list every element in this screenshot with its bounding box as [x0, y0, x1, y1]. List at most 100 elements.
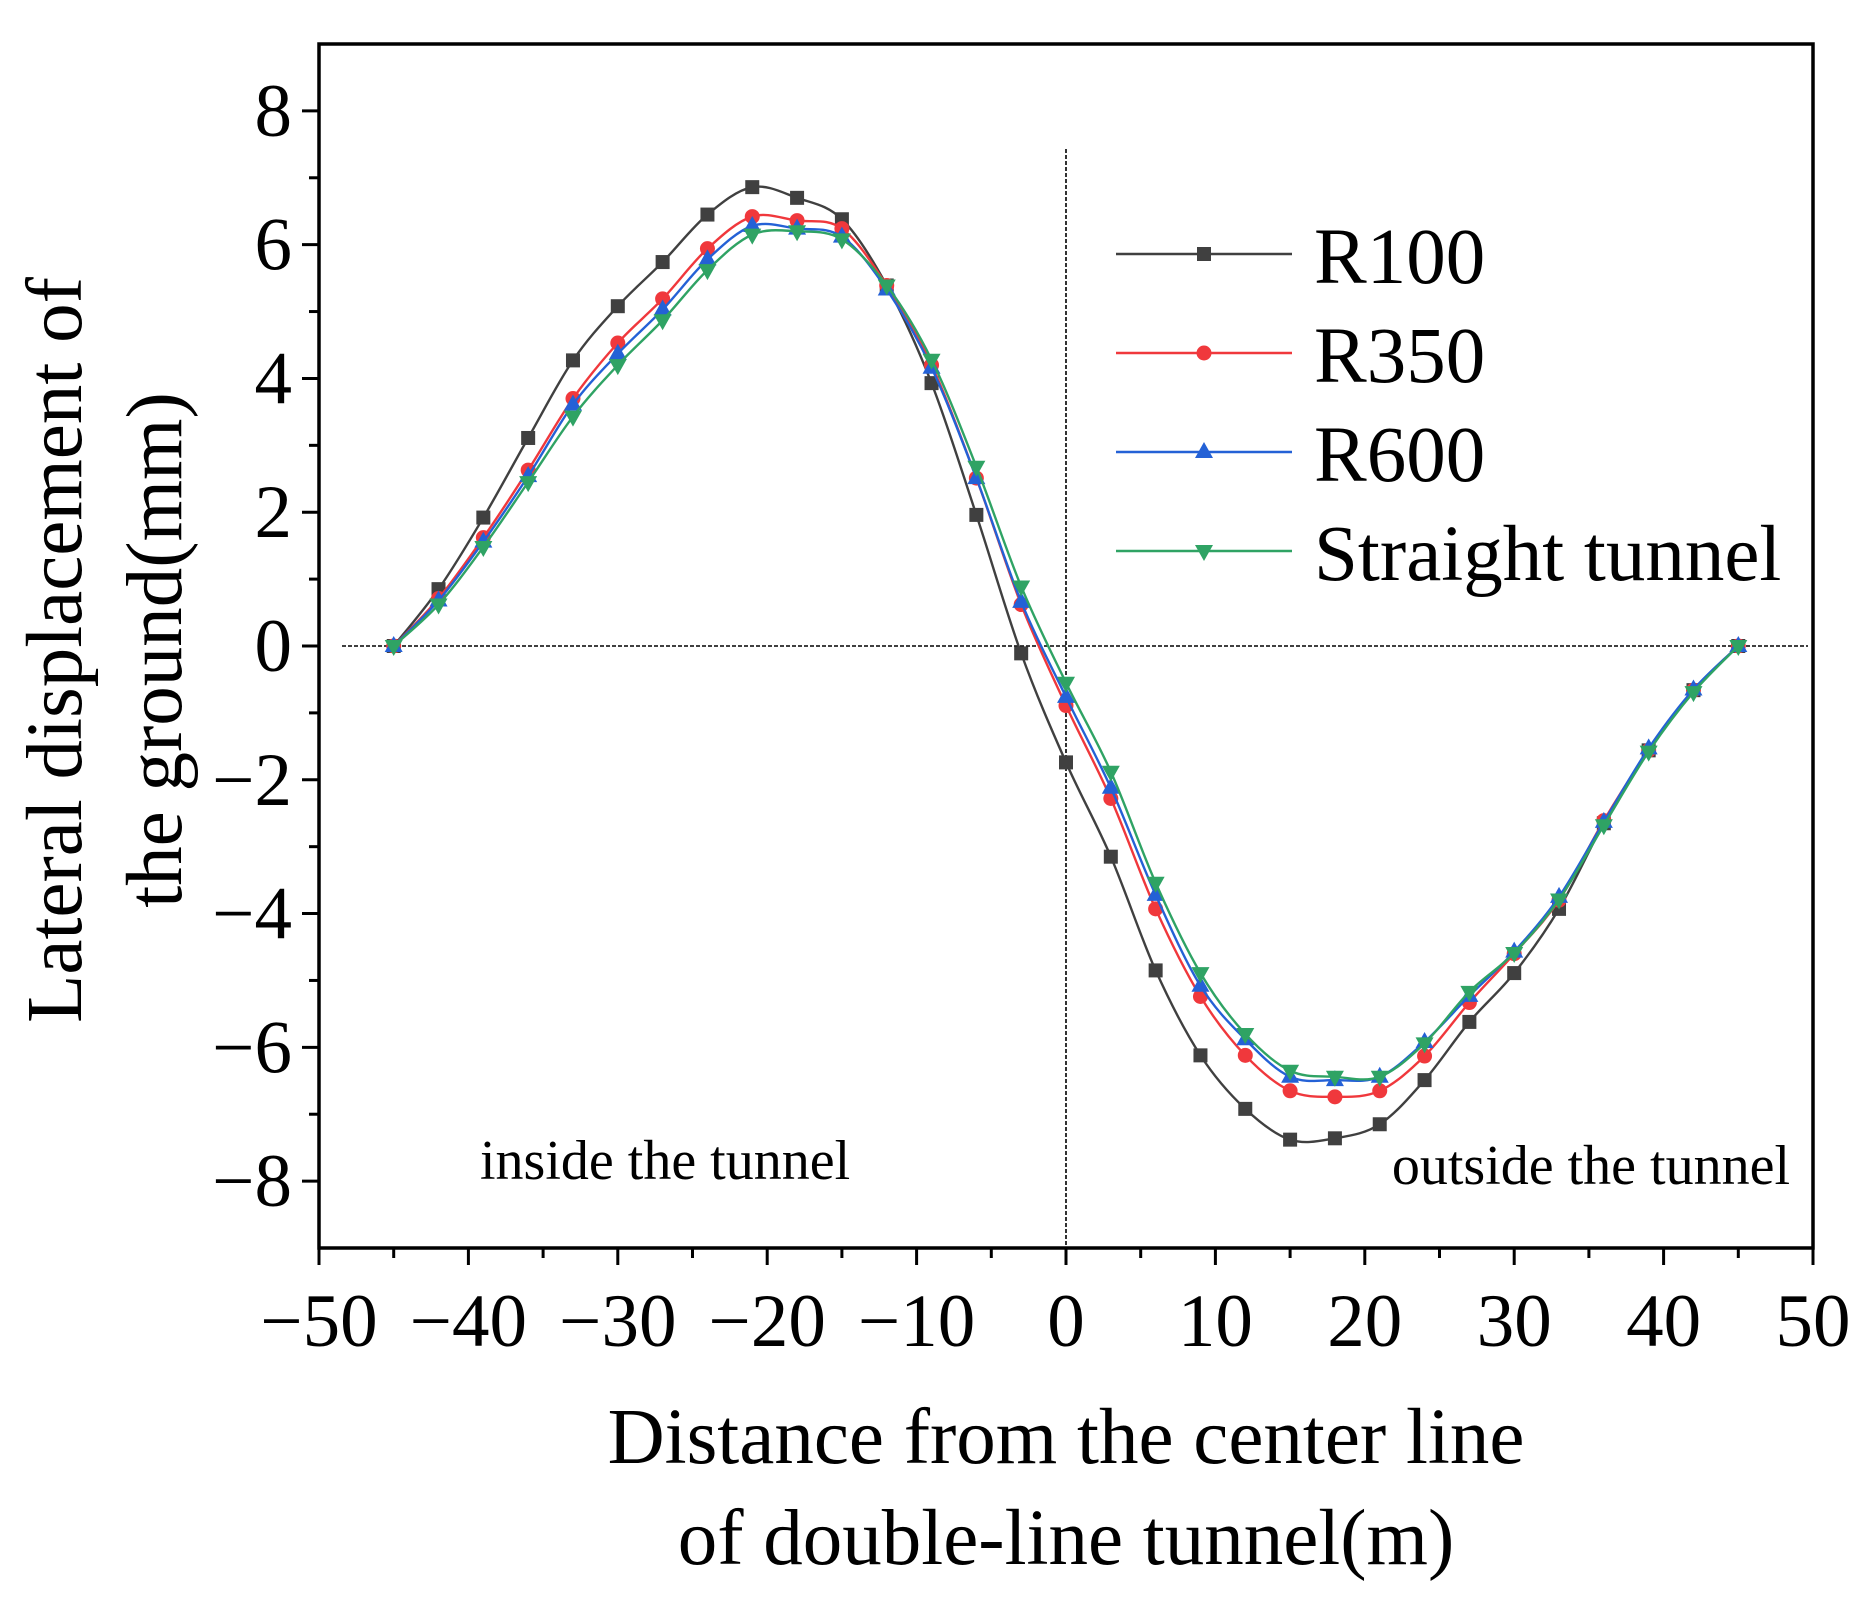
x-tick-label: 40 — [1626, 1280, 1701, 1363]
legend-marker-r600 — [1195, 442, 1213, 458]
y-axis: −8 −6 −4 −2 0 2 4 6 8 — [212, 70, 319, 1223]
data-point-straight-tunnel — [1281, 1064, 1300, 1081]
data-point-r600 — [653, 299, 672, 316]
data-point-r350 — [610, 335, 626, 351]
data-point-r350 — [1417, 1048, 1433, 1064]
data-point-straight-tunnel — [563, 410, 582, 427]
series-layer — [384, 180, 1748, 1147]
y-tick-label: 0 — [255, 605, 293, 688]
data-point-r100 — [1372, 1117, 1387, 1132]
x-axis-title-line-2: of double-line tunnel(m) — [678, 1495, 1455, 1582]
data-point-r600 — [608, 343, 627, 360]
data-point-straight-tunnel — [1325, 1070, 1344, 1087]
data-point-r600 — [698, 249, 717, 266]
series-line-r600 — [392, 222, 1740, 1083]
data-point-r600 — [1101, 777, 1120, 794]
x-tick-label: 50 — [1776, 1280, 1851, 1363]
x-tick-label: −10 — [858, 1280, 975, 1363]
legend-label-r100: R100 — [1314, 214, 1485, 301]
data-point-r100 — [1193, 1048, 1208, 1063]
data-point-r100 — [1059, 755, 1073, 770]
x-axis: −50 −40 −30 −20 −10 0 10 20 30 40 50 — [260, 1248, 1851, 1363]
y-tick-label: 6 — [255, 204, 293, 287]
data-point-straight-tunnel — [1594, 819, 1613, 836]
legend-entry-r600: R600 — [1116, 412, 1485, 499]
data-point-straight-tunnel — [429, 598, 448, 615]
data-point-straight-tunnel — [1236, 1027, 1255, 1044]
data-point-straight-tunnel — [1415, 1037, 1434, 1054]
data-point-r100 — [521, 430, 536, 445]
data-point-r350 — [1282, 1083, 1298, 1099]
data-point-r100 — [1507, 966, 1522, 981]
data-point-straight-tunnel — [1639, 745, 1658, 762]
data-point-straight-tunnel — [832, 233, 851, 250]
data-point-straight-tunnel — [877, 279, 896, 296]
x-tick-label: 30 — [1477, 1280, 1552, 1363]
legend-label-r600: R600 — [1314, 412, 1485, 499]
data-point-straight-tunnel — [1550, 893, 1569, 910]
data-point-straight-tunnel — [519, 476, 538, 493]
legend-entry-straight-tunnel: Straight tunnel — [1116, 511, 1781, 598]
data-point-r350 — [699, 241, 715, 257]
legend-label-r350: R350 — [1314, 313, 1485, 400]
data-point-straight-tunnel — [384, 640, 403, 656]
data-point-straight-tunnel — [1012, 580, 1031, 597]
y-tick-label: 8 — [255, 70, 293, 153]
data-point-r600 — [1057, 686, 1075, 703]
annotation-outside-the-tunnel: outside the tunnel — [1392, 1135, 1790, 1197]
legend-marker-r100 — [1197, 247, 1211, 261]
data-point-straight-tunnel — [1101, 765, 1120, 782]
data-point-straight-tunnel — [1460, 985, 1479, 1002]
legend-entry-r350: R350 — [1116, 313, 1485, 400]
data-point-r600 — [743, 215, 762, 232]
data-point-r100 — [700, 207, 715, 222]
y-tick-label: 4 — [255, 337, 293, 420]
y-tick-label: −4 — [212, 873, 292, 956]
data-point-straight-tunnel — [1684, 686, 1703, 703]
data-point-r100 — [1283, 1132, 1298, 1147]
data-point-r100 — [476, 510, 491, 525]
x-tick-label: −30 — [559, 1280, 676, 1363]
data-point-r100 — [790, 190, 805, 205]
data-point-r100 — [565, 353, 580, 368]
x-tick-label: 20 — [1327, 1280, 1402, 1363]
data-point-straight-tunnel — [1057, 676, 1075, 693]
data-point-r100 — [969, 507, 984, 522]
data-point-r350 — [655, 291, 671, 307]
y-tick-label: −6 — [212, 1006, 292, 1089]
data-point-r100 — [1462, 1014, 1477, 1029]
data-point-r100 — [1238, 1101, 1253, 1116]
data-point-straight-tunnel — [1191, 967, 1210, 984]
data-point-straight-tunnel — [743, 228, 762, 245]
data-point-r350 — [1372, 1083, 1388, 1099]
y-axis-title-line-1: Lateral displacement of — [12, 276, 99, 1022]
y-axis-title-line-2: the ground(mm) — [112, 392, 199, 908]
data-point-r600 — [563, 394, 582, 411]
data-point-r100 — [1014, 646, 1029, 661]
x-axis-title-line-1: Distance from the center line — [608, 1394, 1525, 1481]
data-point-straight-tunnel — [474, 541, 493, 558]
series-straight-tunnel — [384, 225, 1748, 1087]
x-tick-label: −20 — [709, 1280, 826, 1363]
data-point-r100 — [1103, 849, 1118, 864]
legend-marker-straight-tunnel — [1195, 545, 1213, 561]
x-tick-label: −40 — [410, 1280, 527, 1363]
legend-label-straight-tunnel: Straight tunnel — [1314, 511, 1781, 598]
y-tick-label: −8 — [212, 1140, 292, 1223]
x-tick-label: 0 — [1047, 1280, 1085, 1363]
data-point-straight-tunnel — [967, 460, 986, 477]
data-point-r600 — [1012, 591, 1031, 608]
legend: R100 R350 R600 Straight tunnel — [1116, 214, 1781, 598]
data-point-r600 — [1146, 884, 1165, 901]
y-tick-label: 2 — [255, 471, 293, 554]
data-point-straight-tunnel — [608, 359, 627, 376]
data-point-r600 — [1191, 975, 1210, 992]
data-point-r100 — [1417, 1073, 1432, 1088]
data-point-straight-tunnel — [653, 314, 672, 331]
legend-marker-r350 — [1196, 345, 1212, 361]
data-point-straight-tunnel — [698, 264, 717, 281]
annotation-inside-the-tunnel: inside the tunnel — [480, 1130, 850, 1192]
data-point-straight-tunnel — [1146, 876, 1165, 893]
